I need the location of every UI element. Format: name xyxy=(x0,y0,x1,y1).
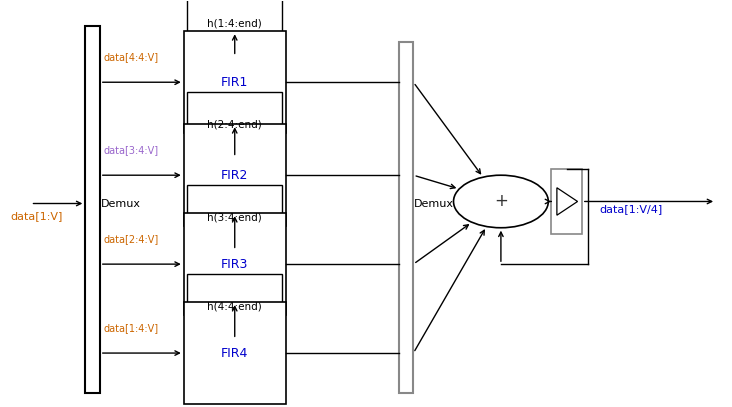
Text: Demux: Demux xyxy=(414,199,454,208)
Bar xyxy=(399,42,414,394)
Text: data[1:V]: data[1:V] xyxy=(10,211,62,221)
Text: data[1:4:V]: data[1:4:V] xyxy=(103,323,159,333)
Bar xyxy=(187,0,282,56)
Text: FIR2: FIR2 xyxy=(221,169,248,182)
Bar xyxy=(184,213,285,315)
Bar xyxy=(187,274,282,339)
Text: FIR3: FIR3 xyxy=(221,258,248,271)
Text: h(4:4:end): h(4:4:end) xyxy=(207,302,262,312)
Text: data[4:4:V]: data[4:4:V] xyxy=(103,52,159,62)
Text: FIR1: FIR1 xyxy=(221,76,248,89)
Bar xyxy=(85,26,100,394)
Text: data[1:V/4]: data[1:V/4] xyxy=(600,205,662,214)
Text: h(2:4:end): h(2:4:end) xyxy=(207,120,262,130)
Bar xyxy=(551,169,582,234)
Text: +: + xyxy=(494,193,508,210)
Text: data[2:4:V]: data[2:4:V] xyxy=(103,234,159,244)
Text: h(3:4:end): h(3:4:end) xyxy=(207,212,262,223)
Text: data[3:4:V]: data[3:4:V] xyxy=(103,145,159,155)
Text: Demux: Demux xyxy=(100,199,141,208)
Bar xyxy=(184,124,285,226)
Text: FIR4: FIR4 xyxy=(221,347,248,359)
Bar xyxy=(187,185,282,250)
Bar xyxy=(184,302,285,404)
Bar xyxy=(184,31,285,133)
Bar xyxy=(187,92,282,158)
Text: h(1:4:end): h(1:4:end) xyxy=(207,19,262,28)
